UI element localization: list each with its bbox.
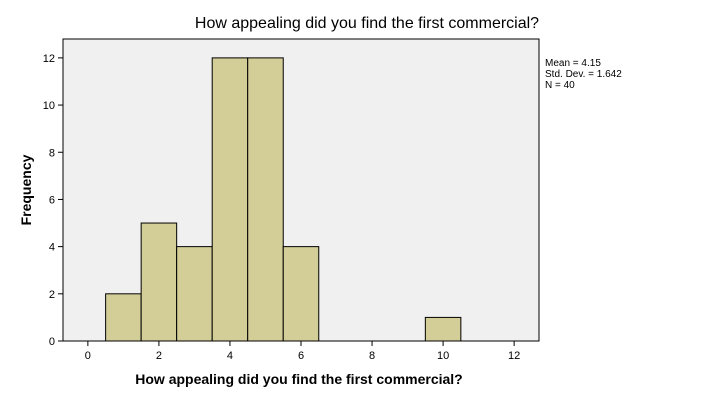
- histogram-bar-0: [105, 293, 142, 342]
- y-tick-label-3: 6: [49, 194, 55, 206]
- x-tick-label-2: 4: [227, 350, 233, 362]
- stat-std-dev: Std. Dev. = 1.642: [545, 69, 622, 80]
- stat-mean: Mean = 4.15: [545, 58, 601, 69]
- y-tick-label-2: 4: [49, 242, 55, 254]
- histogram-bar-1: [140, 222, 178, 342]
- x-axis-title: How appealing did you find the first com…: [135, 371, 462, 387]
- histogram-bar-6: [424, 316, 462, 342]
- y-axis-title: Frequency: [18, 154, 34, 225]
- y-tick-label-6: 12: [43, 53, 55, 65]
- x-tick-label-0: 0: [85, 350, 91, 362]
- x-tick-label-1: 2: [156, 350, 162, 362]
- x-tick-label-3: 6: [298, 350, 304, 362]
- histogram-bar-3: [211, 57, 249, 342]
- stat-n: N = 40: [545, 80, 575, 91]
- chart-title: How appealing did you find the first com…: [195, 15, 539, 32]
- y-tick-label-0: 0: [49, 336, 55, 348]
- histogram-bar-2: [176, 246, 213, 342]
- x-tick-label-4: 8: [369, 350, 375, 362]
- x-tick-label-5: 10: [437, 350, 449, 362]
- histogram-bar-4: [247, 57, 284, 342]
- histogram-bar-5: [282, 246, 320, 342]
- x-tick-label-6: 12: [508, 350, 520, 362]
- y-tick-label-4: 8: [49, 147, 55, 159]
- y-tick-label-5: 10: [43, 100, 55, 112]
- y-tick-label-1: 2: [49, 289, 55, 301]
